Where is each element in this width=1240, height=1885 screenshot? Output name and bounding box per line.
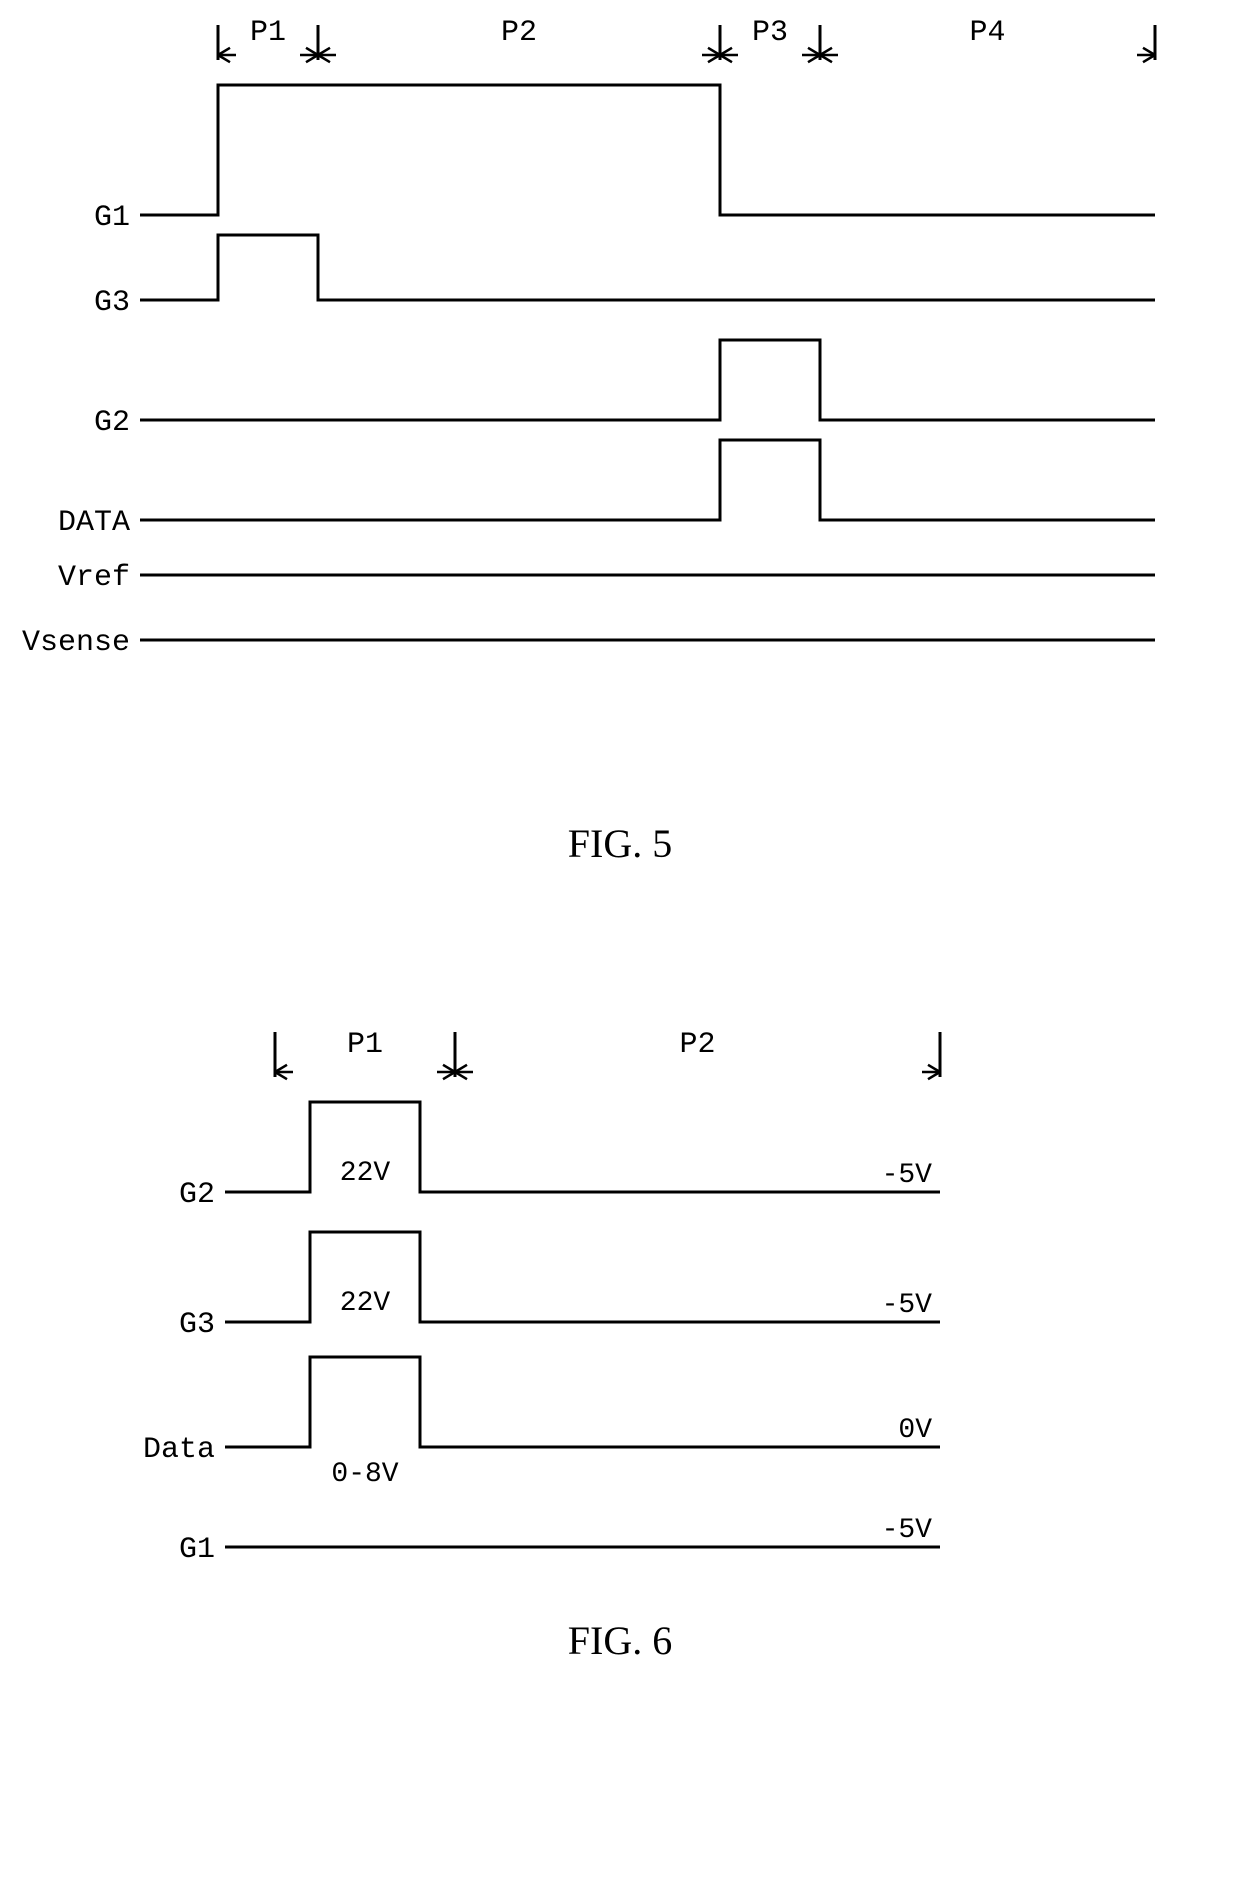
voltage-label: -5V [882, 1515, 933, 1546]
voltage-label: 22V [340, 1288, 391, 1319]
page-container: P1 P2 P3 P4 G1 G3 G2 DATA Vref Vsense FIG. 5 P1 P2… [0, 0, 1240, 1885]
spacer [0, 867, 1240, 1017]
signal-waveform [225, 1102, 940, 1192]
period-label: P1 [347, 1028, 383, 1062]
signal-waveform [140, 235, 1155, 300]
signal-waveform [225, 1357, 940, 1447]
signal-label: G3 [94, 286, 130, 320]
period-label: P3 [752, 16, 788, 50]
signal-waveform [140, 440, 1155, 520]
fig6-caption: FIG. 6 [0, 1617, 1240, 1664]
signal-label: G1 [179, 1533, 215, 1567]
period-label: P2 [679, 1028, 715, 1062]
signal-label: G2 [179, 1178, 215, 1212]
signal-label: Data [143, 1433, 215, 1467]
period-label: P4 [969, 16, 1005, 50]
fig5-caption: FIG. 5 [0, 820, 1240, 867]
fig5-timing-diagram: P1 P2 P3 P4 G1 G3 G2 DATA Vref Vsense [0, 0, 1240, 700]
voltage-label: 0V [898, 1415, 932, 1446]
signal-label: G3 [179, 1308, 215, 1342]
signal-label: G1 [94, 201, 130, 235]
voltage-label: -5V [882, 1160, 933, 1191]
signal-label: Vsense [22, 626, 130, 660]
signal-waveform [225, 1232, 940, 1322]
signal-label: DATA [58, 506, 130, 540]
signal-waveform [140, 85, 1155, 215]
signal-label: Vref [58, 561, 130, 595]
period-label: P1 [250, 16, 286, 50]
signal-label: G2 [94, 406, 130, 440]
period-label: P2 [501, 16, 537, 50]
signal-waveform [140, 340, 1155, 420]
fig6-timing-diagram: P1 P2 G2 22V -5V G3 22V -5V Data 0-8V 0V G1 -5V [0, 1017, 1240, 1587]
voltage-label: 22V [340, 1158, 391, 1189]
voltage-label: 0-8V [331, 1459, 398, 1490]
voltage-label: -5V [882, 1290, 933, 1321]
